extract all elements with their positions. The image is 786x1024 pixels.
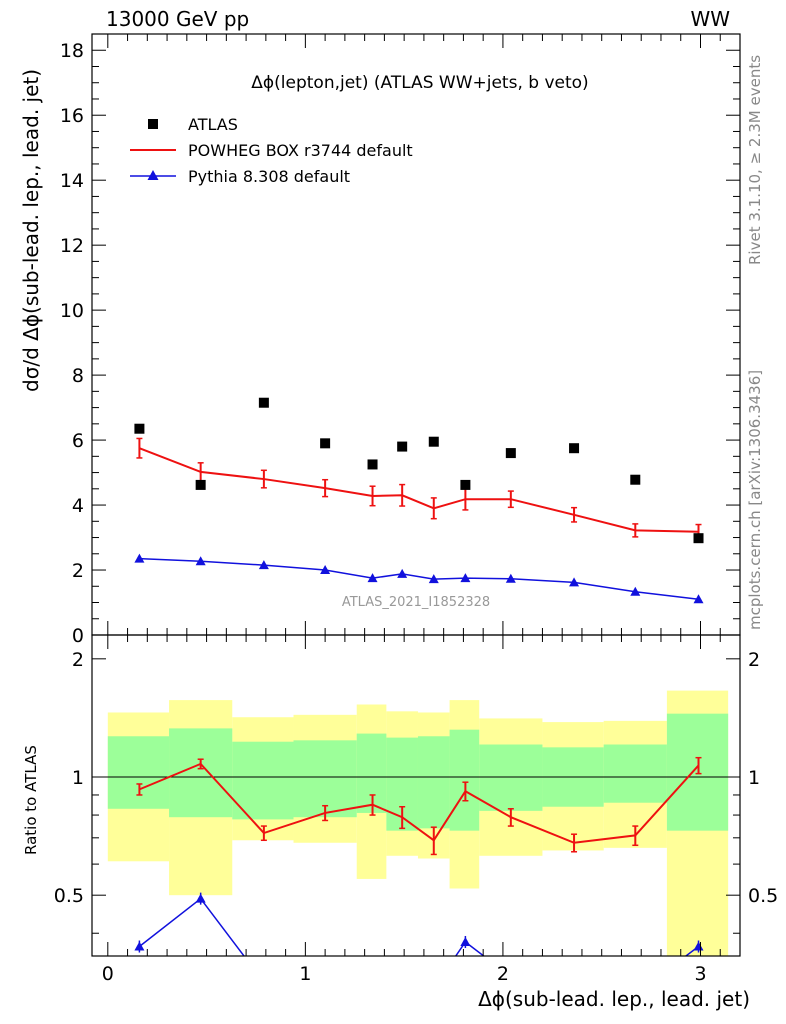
pythia-point bbox=[320, 565, 331, 575]
main-y-tick-label: 2 bbox=[72, 560, 84, 582]
pythia-point bbox=[630, 586, 641, 596]
ratio-y-tick-label-right: 0.5 bbox=[748, 885, 778, 907]
main-y-tick-label: 14 bbox=[60, 170, 84, 192]
main-y-tick-label: 10 bbox=[60, 300, 84, 322]
atlas-point bbox=[428, 436, 439, 447]
pythia-point bbox=[460, 573, 471, 583]
x-tick-label: 2 bbox=[497, 963, 509, 985]
main-y-tick-label: 12 bbox=[60, 235, 84, 257]
atlas-point bbox=[505, 448, 516, 459]
ratio-pythia-point bbox=[460, 936, 471, 946]
atlas-point bbox=[569, 443, 580, 454]
y-axis-label: dσ/d Δϕ(sub-lead. lep., lead. jet) bbox=[19, 69, 43, 392]
ratio-y-tick-label: 1 bbox=[72, 767, 84, 789]
main-panel: 0 2 4 6 8 10 12 14 16 18 Δϕ(lepton,jet) (ATLAS WW… bbox=[19, 33, 741, 647]
ratio-panel: 0 1 2 3 0.5 0.5 1 1 2 2 Ratio to ATLAS Δϕ(sub-lea… bbox=[22, 634, 778, 1011]
main-y-tick-label: 6 bbox=[72, 430, 84, 452]
x-tick-label: 3 bbox=[694, 963, 706, 985]
atlas-point bbox=[630, 474, 641, 485]
inner-band-bin bbox=[479, 744, 543, 811]
ratio-pythia-point bbox=[693, 941, 704, 951]
legend-powheg-label: POWHEG BOX r3744 default bbox=[188, 141, 413, 160]
atlas-point bbox=[134, 423, 145, 434]
watermark-label: ATLAS_2021_I1852328 bbox=[342, 595, 490, 610]
side-mcplots-label: mcplots.cern.ch [arXiv:1306.3436] bbox=[746, 370, 764, 630]
ratio-y-axis-label: Ratio to ATLAS bbox=[22, 745, 40, 855]
ratio-pythia-line bbox=[138, 897, 699, 956]
atlas-point bbox=[320, 438, 331, 449]
legend: ATLAS POWHEG BOX r3744 default Pythia 8.… bbox=[130, 115, 413, 186]
main-y-tick-label: 0 bbox=[72, 625, 84, 647]
inner-band-bin bbox=[107, 736, 170, 809]
pythia-point bbox=[569, 577, 580, 587]
ratio-y-tick-label: 0.5 bbox=[54, 885, 84, 907]
inner-band-bin bbox=[603, 744, 667, 803]
pythia-point bbox=[258, 560, 269, 570]
main-y-tick-label: 8 bbox=[72, 365, 84, 387]
inner-band-bin bbox=[417, 736, 450, 829]
chart-title: Δϕ(lepton,jet) (ATLAS WW+jets, b veto) bbox=[251, 73, 588, 93]
inner-band-bin bbox=[449, 729, 480, 831]
pythia-point bbox=[367, 573, 378, 583]
atlas-point bbox=[397, 441, 408, 452]
ratio-ticks: 0 1 2 3 0.5 0.5 1 1 2 2 bbox=[54, 635, 778, 985]
ratio-y-tick-label-right: 1 bbox=[748, 767, 760, 789]
x-tick-label: 1 bbox=[299, 963, 311, 985]
inner-band-bin bbox=[232, 741, 294, 820]
atlas-point bbox=[258, 397, 269, 408]
main-ticks: 0 2 4 6 8 10 12 14 16 18 bbox=[60, 33, 740, 647]
ratio-y-tick-label-right: 2 bbox=[748, 649, 760, 671]
x-tick-label: 0 bbox=[102, 963, 114, 985]
ratio-pythia-point bbox=[134, 941, 145, 951]
legend-atlas-label: ATLAS bbox=[188, 115, 238, 134]
main-y-tick-label: 16 bbox=[60, 105, 84, 127]
pythia-point bbox=[134, 553, 145, 563]
legend-atlas-marker bbox=[148, 119, 158, 129]
powheg-line bbox=[139, 447, 699, 533]
atlas-point bbox=[460, 479, 471, 490]
inner-band-bin bbox=[293, 740, 357, 818]
side-rivet-label: Rivet 3.1.10, ≥ 2.3M events bbox=[746, 55, 764, 265]
legend-pythia-marker bbox=[147, 170, 159, 180]
atlas-point bbox=[367, 459, 378, 470]
main-y-tick-label: 4 bbox=[72, 495, 84, 517]
ratio-y-tick-label: 2 bbox=[72, 649, 84, 671]
main-data-layer bbox=[134, 397, 704, 604]
pythia-point bbox=[428, 574, 439, 584]
ratio-pythia-point bbox=[195, 893, 206, 903]
pythia-line bbox=[139, 557, 699, 601]
ratio-data-layer bbox=[92, 690, 740, 956]
pythia-point bbox=[505, 573, 516, 583]
pythia-point bbox=[693, 594, 704, 604]
pythia-point bbox=[397, 568, 408, 578]
pythia-point bbox=[195, 556, 206, 566]
header-energy-label: 13000 GeV pp bbox=[106, 7, 249, 31]
header-process-label: WW bbox=[690, 7, 730, 31]
ratio-powheg-line bbox=[139, 762, 700, 844]
x-axis-label: Δϕ(sub-lead. lep., lead. jet) bbox=[478, 987, 750, 1011]
legend-pythia-label: Pythia 8.308 default bbox=[188, 167, 350, 186]
atlas-point bbox=[693, 533, 704, 544]
atlas-point bbox=[195, 479, 206, 490]
main-y-tick-label: 18 bbox=[60, 40, 84, 62]
ratio-frame bbox=[91, 634, 741, 957]
